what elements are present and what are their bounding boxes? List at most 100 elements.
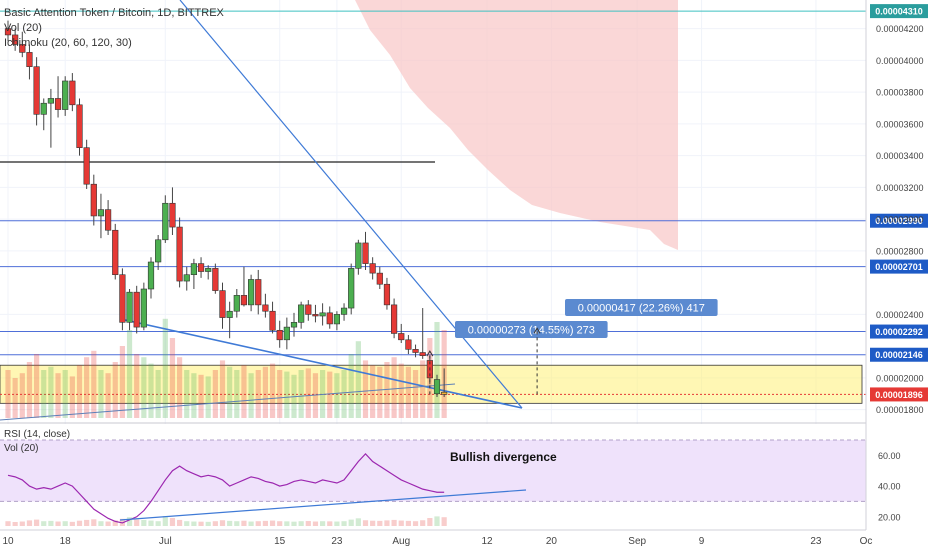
price-badge-5 [870, 387, 928, 402]
candle-body-9 [69, 80, 76, 106]
candle-body-47 [340, 307, 348, 315]
ichimoku-cloud [355, 0, 678, 250]
measure-arrow-1 [533, 327, 541, 334]
candle-body-37 [269, 310, 276, 331]
rsi-volume-bar-41 [298, 521, 304, 526]
price-badge-label-5: 0.00001896 [875, 390, 923, 400]
candle-body-2 [19, 44, 26, 53]
y-tick-label-1: 0.00004000 [876, 56, 924, 66]
volume-bar-53 [384, 362, 390, 418]
candle-body-58 [419, 352, 426, 356]
measure-badge-1 [565, 299, 718, 316]
rsi-volume-bar-19 [141, 519, 147, 526]
volume-bar-14 [105, 373, 111, 418]
candle-body-44 [319, 312, 326, 317]
rsi-volume-bar-9 [69, 521, 75, 526]
rsi-label: RSI (14, close) [4, 429, 70, 440]
measure-label-0: 0.00000273 (14.55%) 273 [468, 325, 595, 337]
candles [4, 20, 448, 397]
volume-bar-18 [134, 354, 140, 418]
rsi-divergence-line [119, 489, 527, 521]
rsi-volume-bar-28 [205, 521, 211, 526]
rsi-volume-bar-33 [241, 520, 247, 526]
volume-bar-30 [219, 360, 226, 418]
rsi-volume-bar-49 [355, 518, 361, 526]
volume-bar-21 [155, 370, 161, 418]
candle-body-53 [383, 283, 391, 306]
candle-body-36 [262, 304, 269, 312]
rsi-tick-label-2: 20.00 [878, 512, 901, 522]
rsi-volume-bar-26 [191, 521, 197, 526]
candle-body-55 [398, 333, 405, 341]
rsi-volume-bar-21 [155, 521, 161, 526]
rsi-volume-bar-11 [84, 519, 90, 526]
x-tick-label-3: 15 [274, 536, 286, 547]
volume-bar-60 [434, 322, 440, 418]
x-tick-label-10: 23 [810, 536, 822, 547]
rsi-line [7, 452, 445, 524]
rsi-volume-bar-13 [98, 521, 104, 526]
rsi-volume-bar-10 [76, 520, 83, 526]
volume-bar-41 [298, 370, 304, 418]
x-tick-label-4: 23 [331, 536, 343, 547]
candle-body-60 [433, 379, 441, 395]
volume-bar-47 [341, 370, 347, 418]
candle-body-43 [312, 314, 319, 317]
volume-bar-34 [248, 373, 254, 418]
candle-body-28 [205, 268, 212, 272]
volume-bar-29 [212, 370, 218, 418]
volume-bar-58 [420, 360, 426, 418]
rsi-volume-bar-27 [198, 521, 204, 526]
candle-body-38 [276, 329, 283, 341]
volume-bar-20 [148, 363, 154, 418]
x-tick-label-11: Oc [860, 536, 873, 547]
candle-body-42 [305, 304, 312, 315]
rsi-volume-bar-60 [434, 516, 440, 526]
x-tick-label-1: 18 [60, 536, 72, 547]
rsi-volume-bar-6 [48, 520, 54, 526]
rsi-volume-bar-34 [248, 521, 254, 526]
rsi-volume-bar-8 [62, 521, 68, 526]
candle-body-50 [362, 242, 369, 264]
chart-title: Basic Attention Token / Bitcoin, 1D, BIT… [4, 7, 225, 19]
rsi-volume-bar-36 [262, 520, 268, 526]
down-trendline [179, 0, 523, 409]
rsi-volume-bar-39 [284, 521, 290, 526]
candle-body-25 [183, 274, 190, 282]
candle-body-7 [54, 98, 62, 110]
rsi-volume-bar-17 [126, 517, 133, 526]
volume-bar-57 [412, 370, 419, 418]
rsi-volume-bar-3 [26, 520, 33, 526]
trendlines [0, 0, 523, 421]
candle-body-40 [290, 322, 298, 328]
rsi-volume-bar-15 [112, 520, 118, 526]
rsi-volume-bar-48 [348, 519, 354, 526]
rsi-volume-bar-57 [412, 521, 419, 526]
y-tick-label-9: 0.00002000 [876, 373, 924, 383]
rsi-volume-bar-23 [169, 518, 176, 526]
candle-body-57 [412, 349, 419, 353]
candle-body-27 [197, 263, 205, 272]
rsi-volume-bar-37 [269, 520, 276, 526]
volume-bar-22 [162, 318, 168, 418]
rsi-volume-bar-42 [305, 521, 311, 526]
candle-body-30 [219, 290, 226, 318]
rsi-volume-bar-7 [55, 521, 61, 526]
rsi-volume-bar-61 [441, 517, 447, 526]
y-tick-label-10: 0.00001800 [876, 405, 924, 415]
rsi-volume-bar-53 [384, 520, 390, 526]
volume-bar-51 [370, 365, 376, 418]
rsi-volume-bar-24 [177, 519, 183, 526]
rsi-volume-bar-43 [312, 521, 319, 526]
candle-body-46 [333, 314, 341, 325]
y-tick-label-2: 0.00003800 [876, 88, 924, 98]
candle-body-3 [26, 52, 33, 67]
price-badge-4 [870, 347, 928, 362]
volume-bar-35 [255, 370, 261, 418]
rsi-volume-bar-35 [255, 521, 261, 526]
volume-bar-2 [19, 373, 25, 418]
candle-body-0 [4, 28, 12, 36]
volume-bar-11 [84, 357, 90, 418]
measure-badge-0 [455, 321, 608, 338]
